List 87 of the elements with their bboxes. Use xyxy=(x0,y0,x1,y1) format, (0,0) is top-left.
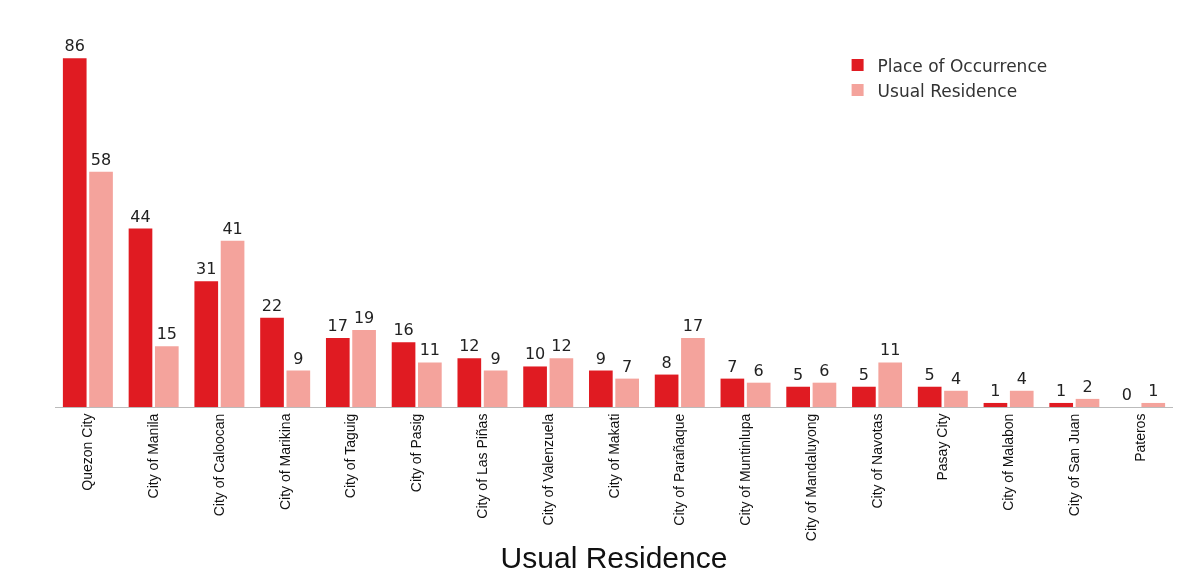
x-tick-label: City of Parañaque xyxy=(671,413,688,526)
data-label: 44 xyxy=(130,206,151,226)
data-label: 7 xyxy=(622,356,633,376)
bar xyxy=(1049,402,1074,407)
bar xyxy=(62,58,87,407)
bar xyxy=(286,370,311,407)
data-label: 41 xyxy=(222,218,243,238)
x-axis-title: Usual Residence xyxy=(500,540,728,574)
x-tick-label: City of Marikina xyxy=(276,413,293,511)
data-label: 2 xyxy=(1082,376,1093,396)
data-label: 11 xyxy=(419,340,441,360)
x-tick-label: City of Malabon xyxy=(1000,413,1017,511)
data-label: 10 xyxy=(524,344,546,364)
data-label: 1 xyxy=(990,380,1001,400)
data-label: 11 xyxy=(880,340,901,360)
x-tick-label: City of Muntinlupa xyxy=(737,413,754,526)
bar xyxy=(746,382,771,407)
data-label: 7 xyxy=(727,356,738,376)
data-label: 4 xyxy=(950,368,962,388)
bar xyxy=(589,370,613,407)
data-label: 9 xyxy=(490,348,501,368)
x-tick-label: Pasay City xyxy=(934,413,951,481)
bar xyxy=(457,358,482,407)
data-label: 31 xyxy=(196,259,217,279)
data-label: 22 xyxy=(261,295,283,315)
bar xyxy=(418,362,442,407)
data-label: 16 xyxy=(393,320,414,340)
data-label: 86 xyxy=(64,36,85,56)
bar xyxy=(154,346,179,407)
data-label: 1 xyxy=(1056,380,1067,400)
data-label: 5 xyxy=(858,364,869,384)
bar xyxy=(89,171,113,407)
x-tick-label: Quezon City xyxy=(79,413,96,491)
x-tick-label: Pateros xyxy=(1131,413,1148,462)
data-label: 0 xyxy=(1121,385,1133,404)
bar xyxy=(812,382,837,407)
data-label: 9 xyxy=(293,348,304,368)
bar xyxy=(128,228,153,407)
x-tick-label: City of Las Piñas xyxy=(474,413,491,519)
data-label: 6 xyxy=(819,360,830,380)
bar xyxy=(615,378,639,407)
bar xyxy=(681,338,705,407)
bar xyxy=(654,374,679,407)
x-tick-label: City of Taguig xyxy=(342,413,359,499)
bar xyxy=(917,386,942,407)
x-tick-label: City of Manila xyxy=(145,413,162,499)
x-tick-label: City of Makati xyxy=(605,413,622,499)
bar xyxy=(220,240,245,407)
bar xyxy=(878,362,903,407)
bar xyxy=(325,338,350,407)
bar xyxy=(983,402,1008,407)
bar xyxy=(483,370,508,407)
x-tick-label: City of Mandaluyong xyxy=(802,413,819,542)
data-label: 19 xyxy=(353,307,375,327)
bar xyxy=(1075,398,1100,407)
data-label: 58 xyxy=(90,149,112,169)
legend-label: Place of Occurrence xyxy=(877,55,1048,76)
bar xyxy=(260,317,284,407)
bar xyxy=(944,390,968,407)
data-label: 9 xyxy=(595,348,606,368)
x-tick-label: City of Navotas xyxy=(868,413,885,509)
bar xyxy=(852,386,876,407)
x-tick-label: City of Pasig xyxy=(408,413,425,493)
data-label: 8 xyxy=(661,352,672,372)
bar xyxy=(523,366,547,407)
bar xyxy=(352,329,376,407)
data-label: 4 xyxy=(1016,368,1027,388)
bar xyxy=(391,342,416,407)
bar xyxy=(786,386,810,407)
data-label: 12 xyxy=(551,336,572,356)
data-label: 12 xyxy=(459,336,480,356)
x-tick-label: City of San Juan xyxy=(1065,413,1082,517)
bar xyxy=(1141,402,1166,407)
x-tick-label: City of Caloocan xyxy=(210,413,227,517)
bar xyxy=(549,358,574,407)
data-label: 15 xyxy=(156,324,177,344)
bar xyxy=(1009,390,1034,407)
data-label: 5 xyxy=(924,364,935,384)
bar xyxy=(194,281,219,407)
bar xyxy=(720,378,745,407)
data-label: 17 xyxy=(327,316,348,336)
data-label: 17 xyxy=(682,316,704,336)
data-label: 6 xyxy=(753,360,764,380)
x-tick-label: City of Valenzuela xyxy=(539,413,556,526)
legend-label: Usual Residence xyxy=(877,80,1018,101)
data-label: 1 xyxy=(1148,380,1159,400)
data-label: 5 xyxy=(793,364,804,384)
